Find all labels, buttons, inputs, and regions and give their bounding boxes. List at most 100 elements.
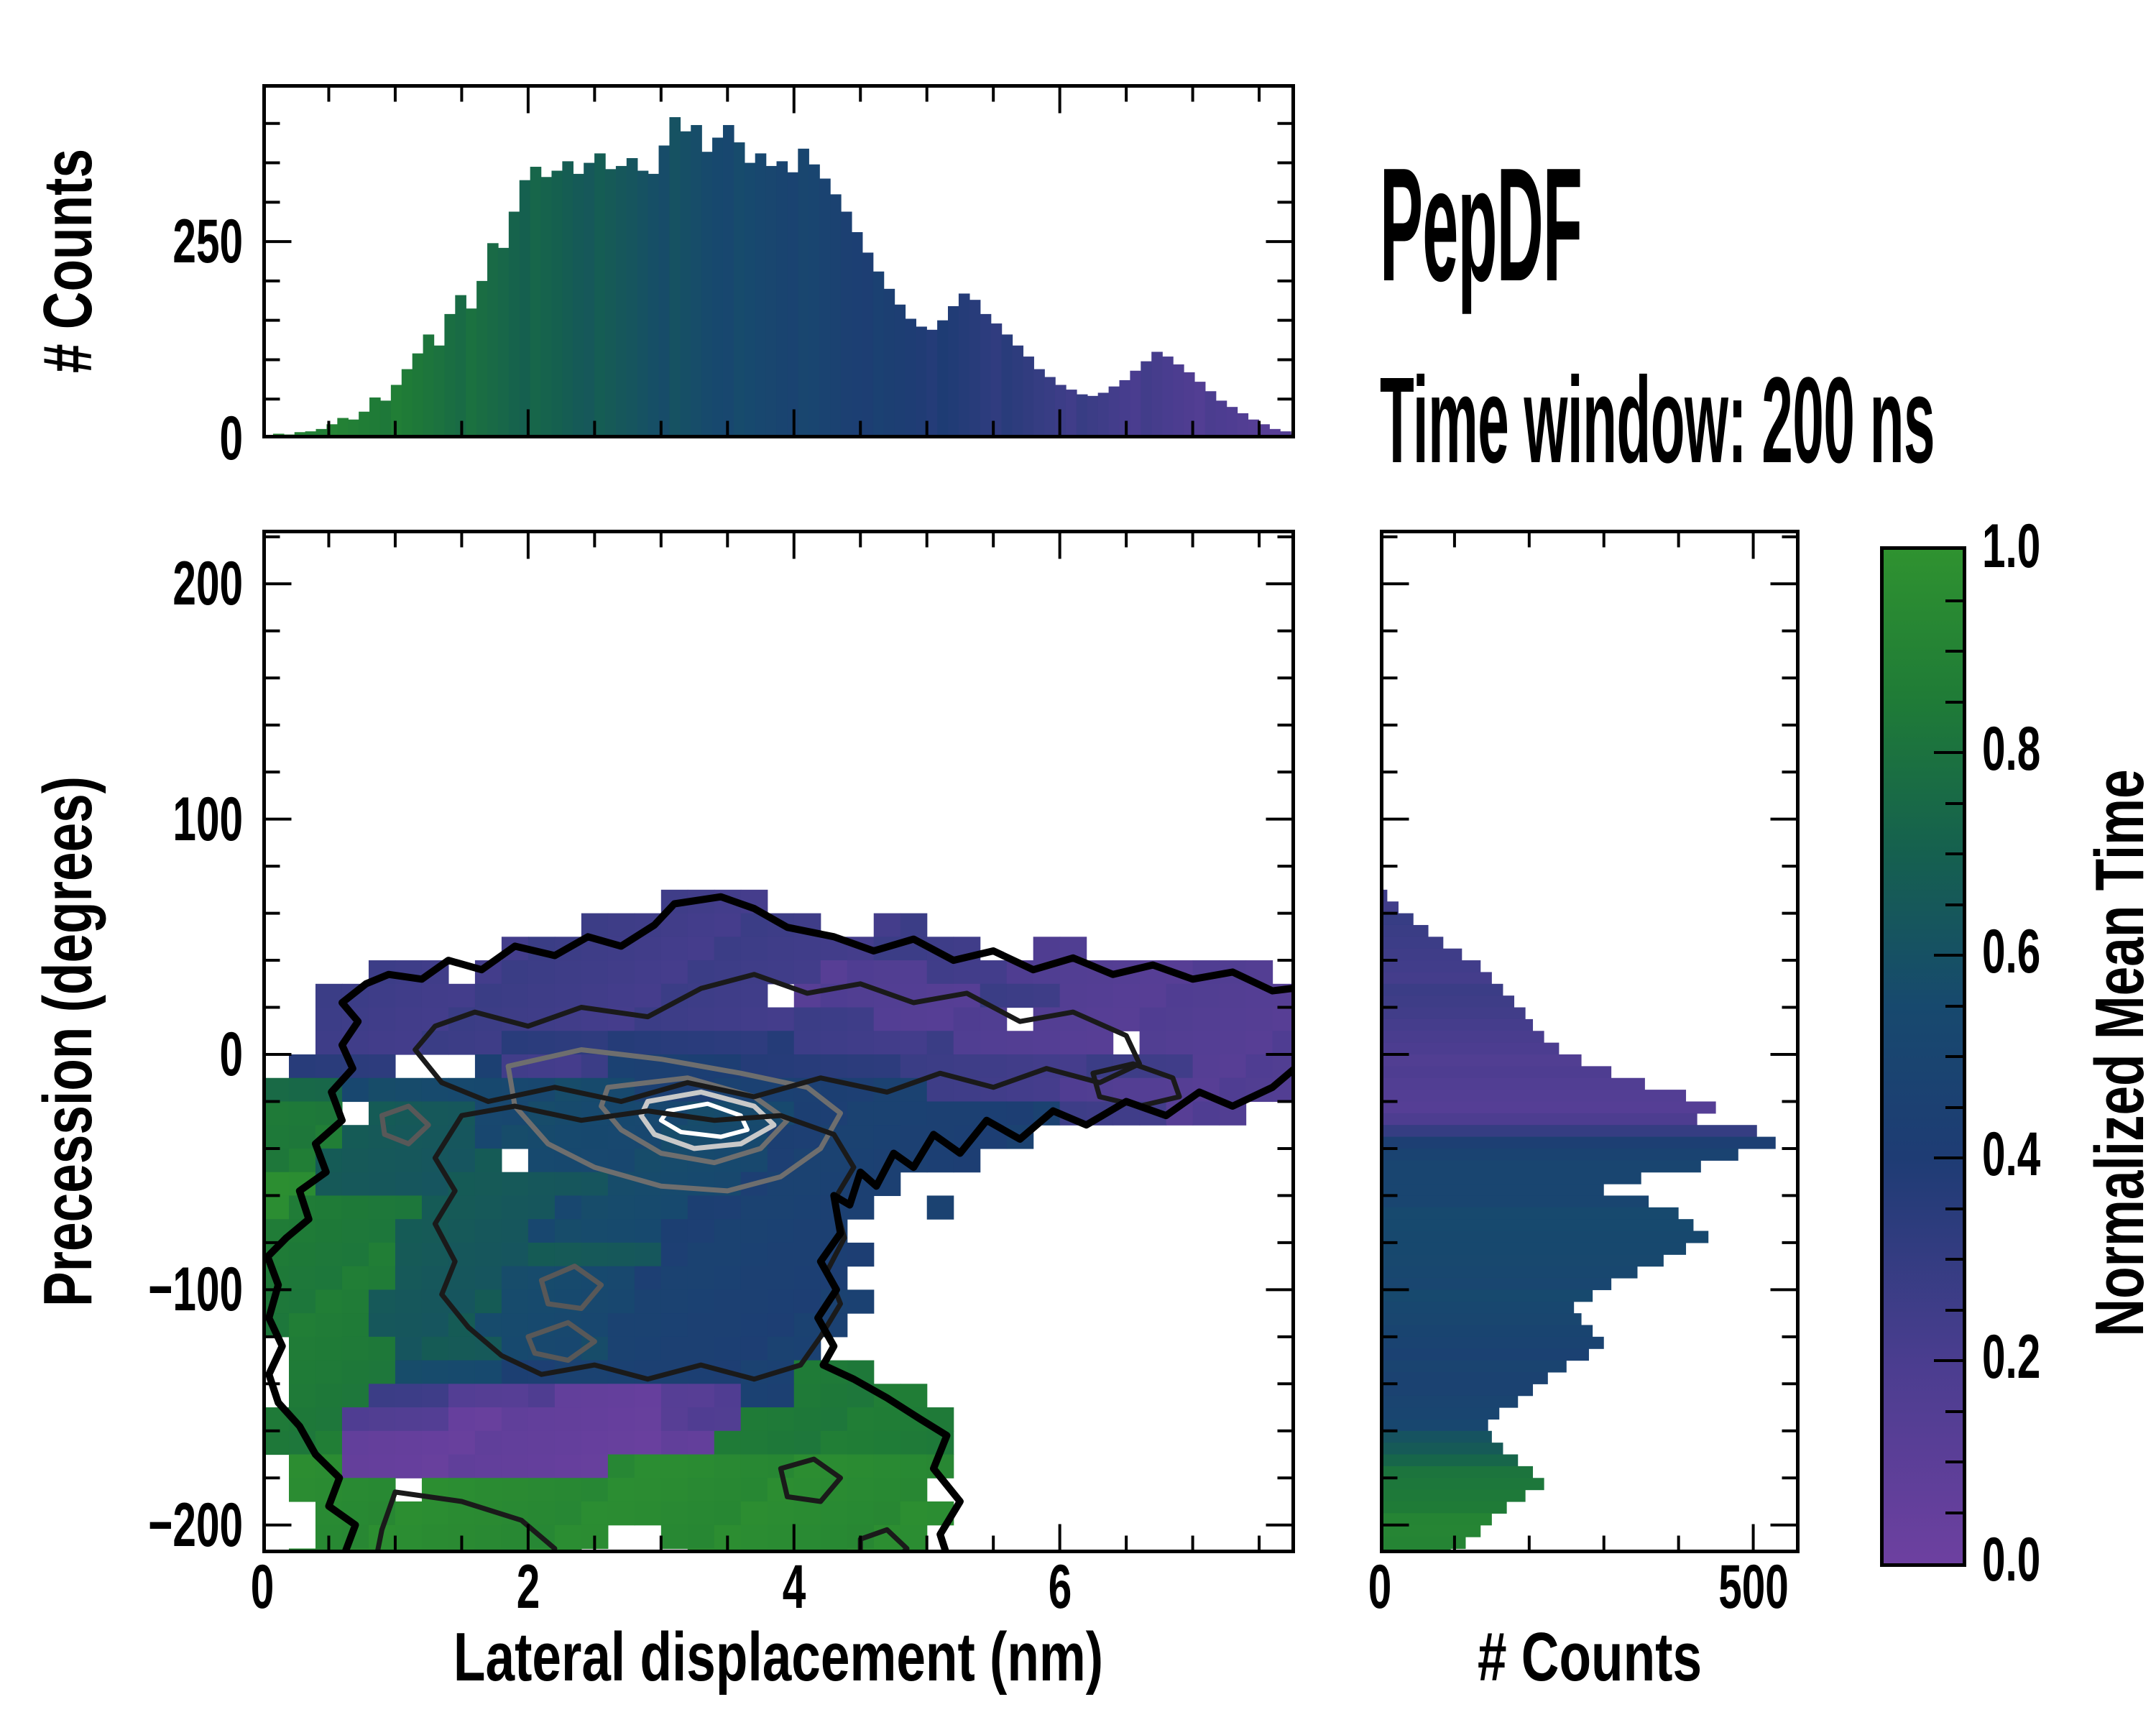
main-xtick-0: 0 <box>250 1552 275 1622</box>
top-hist-bar <box>916 326 927 438</box>
colorbar-tick <box>1945 1055 1963 1058</box>
top-histogram-bars <box>262 117 1295 438</box>
right-hist-bar <box>1380 1125 1757 1138</box>
main-ylabel: Precession (degrees) <box>29 776 106 1307</box>
right-hist-bar <box>1380 1360 1567 1373</box>
main-xtick-6: 6 <box>1048 1552 1072 1622</box>
right-hist-bar <box>1380 1371 1548 1384</box>
top-hist-bar <box>1173 364 1184 438</box>
heatmap-contours <box>264 893 1295 1553</box>
axes-spine <box>1380 530 1800 1553</box>
colorbar-tick <box>1945 1511 1963 1514</box>
top-hist-bar <box>359 411 370 438</box>
top-hist-bar <box>348 419 359 438</box>
top-hist-bar <box>701 152 713 438</box>
top-hist-bar <box>573 173 584 438</box>
right-hist-bar <box>1380 1007 1526 1020</box>
main-xtick-4: 4 <box>782 1552 806 1622</box>
contour-black-inner <box>413 972 1143 1104</box>
right-hist-bar <box>1380 1454 1519 1467</box>
right-hist-bar <box>1380 913 1414 926</box>
right-hist-bar <box>1380 924 1429 937</box>
right-hist-bar <box>1380 1325 1593 1338</box>
right-hist-bar <box>1380 1466 1534 1478</box>
top-hist-bar <box>1162 356 1174 438</box>
contour-black-inner <box>1090 1061 1182 1109</box>
top-hist-bar <box>551 170 563 438</box>
top-hist-bar <box>390 385 402 438</box>
top-hist-bar <box>691 124 702 438</box>
top-hist-bar <box>626 157 638 438</box>
top-hist-bar <box>819 178 831 438</box>
top-hist-bar <box>680 131 691 438</box>
top-hist-bar <box>1248 419 1259 438</box>
right-hist-bar <box>1380 1230 1709 1243</box>
right-hist-bar <box>1380 1136 1776 1149</box>
right-hist-bar <box>1380 1054 1582 1067</box>
top-hist-bar <box>1237 413 1249 438</box>
top-hist-bar <box>894 304 906 438</box>
top-hist-bar <box>926 329 938 438</box>
colorbar-tick <box>1934 751 1963 754</box>
top-hist-bar <box>905 318 916 438</box>
colorbar-tick <box>1945 1004 1963 1008</box>
colorbar-tick-1.0: 1.0 <box>1982 512 2041 581</box>
colorbar-tick-0.6: 0.6 <box>1982 917 2041 986</box>
top-hist-bar <box>808 164 820 438</box>
contour-gray <box>525 1320 597 1363</box>
right-hist-bar <box>1380 1430 1492 1443</box>
right-hist-bar <box>1380 1042 1560 1055</box>
top-hist-bar <box>1044 377 1056 438</box>
axes-spine <box>262 84 1295 438</box>
colorbar-tick <box>1945 650 1963 653</box>
heatmap-panel <box>262 530 1295 1553</box>
top-hist-bar <box>969 300 981 438</box>
right-hist-bar <box>1380 1489 1526 1502</box>
colorbar-tick <box>1945 1207 1963 1210</box>
top-hist-bar <box>476 280 488 438</box>
right-hist-bar <box>1380 1184 1604 1197</box>
colorbar-tick <box>1945 1258 1963 1261</box>
top-hist-bar <box>466 308 477 438</box>
top-hist-bar <box>830 194 842 438</box>
top-hist-bar <box>1087 395 1099 438</box>
right-hist-bar <box>1380 1219 1694 1232</box>
colorbar-tick <box>1945 852 1963 855</box>
right-hist-bar <box>1380 1313 1582 1326</box>
top-hist-bar <box>1151 351 1163 438</box>
main-ytick-−100: −100 <box>148 1255 243 1325</box>
top-hist-bar <box>508 211 520 438</box>
contour-white <box>658 1101 750 1139</box>
right-hist-bar <box>1380 1336 1604 1349</box>
top-hist-bar <box>1108 386 1120 438</box>
top-hist-bar <box>1194 382 1206 438</box>
colorbar-tick <box>1934 1359 1963 1362</box>
colorbar-tick-0.8: 0.8 <box>1982 714 2041 783</box>
right-hist-bar <box>1380 1537 1466 1550</box>
contour-black-outer <box>264 893 1295 1553</box>
top-hist-bar <box>487 243 499 438</box>
right-hist-bar <box>1380 1242 1687 1255</box>
right-hist-bar <box>1380 1395 1519 1408</box>
top-hist-bar <box>423 334 435 438</box>
top-hist-bar <box>669 117 681 438</box>
right-hist-bar <box>1380 1207 1679 1220</box>
top-hist-bar <box>637 170 649 438</box>
top-hist-bar <box>872 271 885 438</box>
top-histogram-panel <box>262 84 1295 438</box>
top-hist-bar <box>1001 334 1013 438</box>
colorbar-tick <box>1945 599 1963 602</box>
top-hist-bar <box>755 153 767 438</box>
right-hist-bar <box>1380 1266 1638 1279</box>
right-hist-bar <box>1380 948 1462 961</box>
contour-gray <box>538 1264 604 1311</box>
top-hist-bar <box>584 162 595 438</box>
colorbar-tick <box>1945 1308 1963 1312</box>
heatmap-cells <box>262 889 1295 1553</box>
colorbar-tick <box>1945 1460 1963 1463</box>
colorbar-label: Normalized Mean Time <box>2081 769 2156 1337</box>
right-hist-xlabel: # Counts <box>1477 1619 1703 1696</box>
right-hist-bar <box>1380 1195 1649 1208</box>
right-hist-bar <box>1380 1277 1612 1290</box>
right-hist-bar <box>1380 1160 1701 1173</box>
